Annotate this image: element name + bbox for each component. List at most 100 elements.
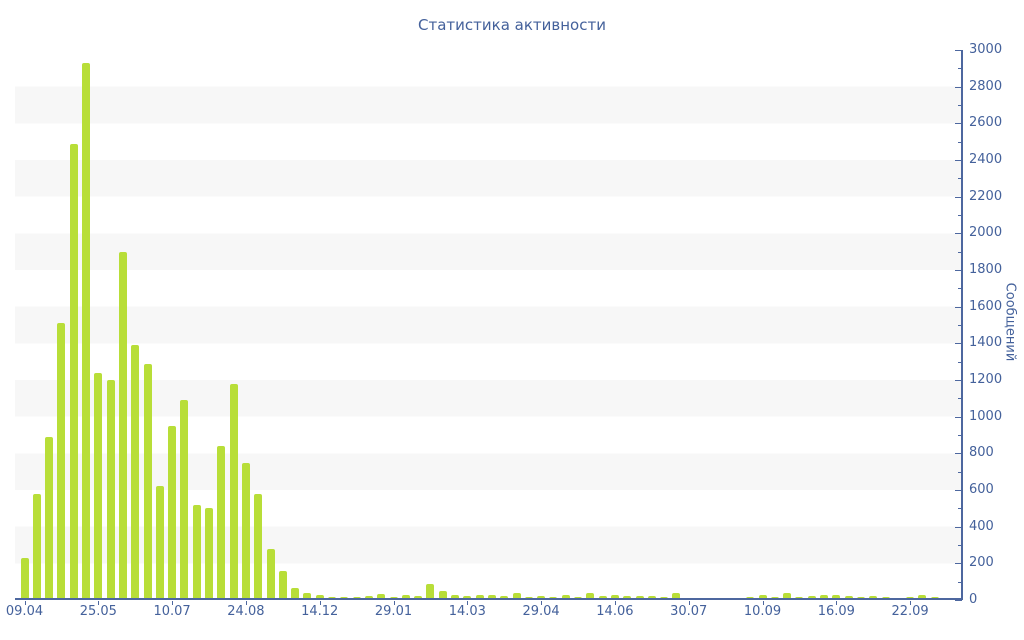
x-axis-tick	[910, 601, 912, 605]
y-major-tick	[955, 50, 962, 51]
y-major-tick	[955, 233, 962, 235]
bar	[635, 595, 644, 600]
x-axis-label: 22.09	[891, 604, 929, 619]
x-axis-tick	[541, 601, 543, 605]
x-axis-tick	[688, 601, 690, 605]
bar	[401, 594, 410, 600]
x-axis-tick	[393, 601, 395, 605]
x-axis-tick	[172, 601, 174, 605]
x-axis-tick	[836, 601, 838, 605]
y-major-tick	[955, 416, 962, 418]
x-axis-label: 29.01	[374, 604, 413, 619]
bar	[82, 62, 90, 600]
y-axis-label: 2000	[969, 225, 1003, 241]
y-minor-tick	[958, 361, 962, 363]
y-axis-label: 1400	[969, 335, 1003, 351]
y-axis-label: 2600	[969, 115, 1003, 131]
bar	[118, 251, 127, 600]
bar	[586, 593, 595, 600]
chart-title: Статистика активности	[418, 16, 606, 34]
bar	[229, 383, 238, 600]
y-axis-label: 2800	[969, 78, 1003, 94]
bar	[426, 583, 435, 600]
y-axis-label: 1600	[969, 298, 1003, 314]
x-axis-label: 10.07	[153, 604, 191, 619]
y-axis-label: 1200	[969, 372, 1003, 387]
y-major-tick	[955, 306, 962, 308]
y-minor-tick	[958, 545, 962, 546]
y-major-tick	[955, 600, 962, 601]
y-major-tick	[955, 526, 962, 528]
y-minor-tick	[958, 68, 962, 70]
bar	[32, 493, 41, 600]
bar	[254, 493, 263, 600]
y-minor-tick	[958, 251, 962, 253]
y-major-tick	[955, 343, 962, 345]
bar	[758, 594, 767, 600]
bar	[414, 595, 423, 600]
bar	[291, 588, 300, 600]
plot-area	[15, 50, 963, 605]
bar	[155, 486, 164, 600]
y-axis-label: 600	[969, 482, 994, 497]
x-axis-tick	[24, 601, 26, 605]
bar	[451, 595, 459, 600]
y-axis-label: 3000	[969, 42, 1003, 57]
x-axis-label: 25.05	[79, 604, 117, 619]
x-axis-label: 29.04	[522, 604, 560, 619]
bar	[192, 504, 201, 600]
y-minor-tick	[958, 288, 962, 290]
bar	[475, 595, 484, 600]
x-axis-tick	[98, 601, 100, 605]
y-axis-label: 1800	[969, 262, 1003, 277]
y-major-tick	[955, 453, 962, 455]
bar	[672, 592, 681, 600]
y-minor-tick	[958, 435, 962, 436]
bar	[106, 380, 115, 600]
bar	[57, 323, 66, 600]
bar	[377, 594, 386, 600]
y-minor-tick	[958, 105, 962, 106]
y-major-tick	[955, 490, 962, 491]
y-minor-tick	[958, 178, 962, 180]
y-minor-tick	[958, 471, 962, 473]
bar	[45, 436, 54, 600]
bar	[180, 400, 189, 600]
bar	[561, 595, 570, 600]
bar	[94, 372, 103, 600]
bar	[143, 363, 152, 600]
x-axis-label: 14.12	[301, 604, 339, 619]
y-axis-line	[961, 50, 963, 600]
bar	[438, 591, 447, 600]
bar	[610, 595, 619, 600]
y-axis-label: 2400	[969, 152, 1003, 167]
y-major-tick	[955, 380, 962, 381]
bar	[303, 592, 312, 600]
x-axis-label: 14.06	[596, 604, 634, 619]
x-axis-label: 14.03	[448, 604, 486, 619]
y-major-tick	[955, 270, 962, 271]
x-axis-label: 16.09	[817, 604, 855, 619]
y-major-tick	[955, 563, 962, 565]
bar	[20, 557, 29, 600]
bar	[844, 595, 853, 600]
y-axis-label: 400	[969, 518, 994, 534]
y-minor-tick	[958, 508, 962, 510]
bar	[315, 594, 324, 600]
bar	[364, 595, 373, 600]
x-axis-label: 10.09	[743, 604, 782, 619]
x-axis-tick	[762, 601, 764, 605]
y-axis-label: 800	[969, 445, 994, 461]
bar	[131, 345, 140, 600]
x-axis-tick	[614, 601, 616, 605]
x-axis-label: 30.07	[670, 604, 708, 619]
bar	[598, 595, 607, 600]
x-axis-tick	[245, 601, 247, 605]
y-minor-tick	[958, 325, 962, 326]
bar	[487, 595, 496, 600]
bar	[869, 595, 878, 600]
y-axis-title: Сообщений	[1002, 282, 1018, 362]
y-minor-tick	[958, 581, 962, 583]
y-major-tick	[955, 123, 962, 125]
